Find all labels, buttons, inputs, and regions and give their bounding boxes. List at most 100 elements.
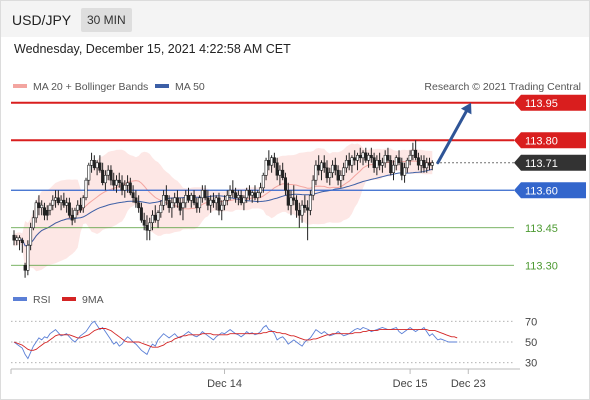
candle: [23, 262, 27, 278]
candle: [128, 177, 132, 196]
candle-body: [106, 169, 110, 176]
candle-body: [358, 155, 362, 159]
candle: [151, 210, 155, 231]
candle: [422, 155, 426, 173]
candle: [12, 230, 16, 246]
candle: [372, 152, 376, 173]
candle-body: [270, 157, 274, 166]
candle-body: [145, 225, 149, 231]
candle: [40, 200, 44, 216]
candle-body: [37, 202, 41, 209]
candle: [383, 150, 387, 168]
legend-label-ma50: MA 50: [175, 81, 205, 93]
candle-body: [416, 157, 420, 166]
candle-body: [70, 214, 74, 221]
candle: [159, 200, 163, 218]
x-axis: Dec 14 Dec 15 Dec 23: [10, 369, 486, 390]
level-label-113.60: 113.60: [525, 185, 558, 197]
instrument-symbol: USD/JPY: [12, 12, 72, 28]
candle: [378, 152, 382, 171]
x-tick-label: Dec 15: [393, 378, 428, 390]
candle: [333, 157, 337, 176]
legend-swatch-rsi: [13, 297, 27, 301]
candle-body: [275, 162, 279, 176]
candle-body: [292, 197, 296, 201]
candle-body: [256, 192, 260, 198]
candle: [48, 202, 52, 216]
copyright-text: Research © 2021 Trading Central: [424, 81, 581, 93]
candle: [264, 157, 268, 181]
candle: [342, 162, 346, 181]
candle-body: [267, 160, 271, 166]
candle-body: [355, 155, 359, 161]
level-label-113.80: 113.80: [525, 135, 558, 147]
candle: [228, 185, 232, 201]
candle-body: [128, 182, 132, 194]
candle-body: [405, 160, 409, 169]
candle: [131, 185, 135, 203]
candle: [234, 187, 238, 203]
candle-body: [184, 195, 188, 204]
candle-body: [234, 192, 238, 198]
candle-body: [87, 164, 91, 181]
candle: [37, 195, 41, 216]
candle-body: [62, 199, 66, 206]
candle: [98, 155, 102, 173]
candle: [344, 155, 348, 173]
candle-body: [231, 190, 235, 194]
candle-body: [300, 204, 304, 216]
candle: [253, 185, 257, 201]
candle: [164, 185, 168, 206]
candle-body: [189, 195, 193, 201]
candle-body: [76, 204, 80, 211]
candle-body: [328, 172, 332, 178]
timeframe-button[interactable]: 30 MIN: [81, 8, 132, 32]
candle-body: [211, 199, 215, 203]
candle: [303, 195, 307, 213]
candle: [308, 190, 312, 216]
candle-body: [115, 179, 119, 186]
legend-swatch-9ma: [62, 297, 76, 301]
candle-body: [192, 195, 196, 204]
candle: [416, 152, 420, 171]
candle-body: [372, 157, 376, 168]
candle-body: [427, 162, 431, 166]
candle: [322, 155, 326, 173]
candle: [112, 172, 116, 191]
candle-body: [156, 212, 160, 221]
level-tag-113.71: [514, 154, 586, 171]
candle: [256, 190, 260, 203]
candle-body: [325, 167, 329, 179]
candle-body: [380, 162, 384, 166]
candle-body: [159, 204, 163, 213]
candle: [17, 235, 21, 251]
candle-body: [53, 197, 57, 201]
candle: [427, 157, 431, 171]
price-level-labels: 113.95 113.80 113.71 113.60 113.45 113.30: [514, 94, 586, 272]
candle: [403, 162, 407, 183]
candle-body: [394, 157, 398, 166]
level-tag-113.95: [514, 94, 586, 111]
candle-body: [23, 264, 27, 271]
candle-body: [411, 149, 415, 156]
timestamp: Wednesday, December 15, 2021 4:22:58 AM …: [14, 42, 291, 56]
candle: [311, 175, 315, 201]
candle: [103, 170, 107, 191]
projection-arrow: [436, 102, 472, 165]
candle-body: [386, 155, 390, 161]
candle: [81, 195, 85, 213]
candle-body: [281, 169, 285, 178]
candle-body: [95, 162, 99, 169]
legend-swatch-ma50: [155, 84, 169, 88]
candle: [192, 190, 196, 206]
candle-body: [134, 197, 138, 204]
candle: [115, 175, 119, 193]
candle: [109, 165, 113, 186]
legend-label-bollinger: MA 20 + Bollinger Bands: [33, 81, 148, 93]
candle-body: [242, 197, 246, 204]
candle: [292, 185, 296, 206]
candle: [339, 170, 343, 188]
candle-body: [400, 162, 404, 176]
projection-arrow-head: [460, 102, 472, 115]
candle-body: [103, 175, 107, 184]
